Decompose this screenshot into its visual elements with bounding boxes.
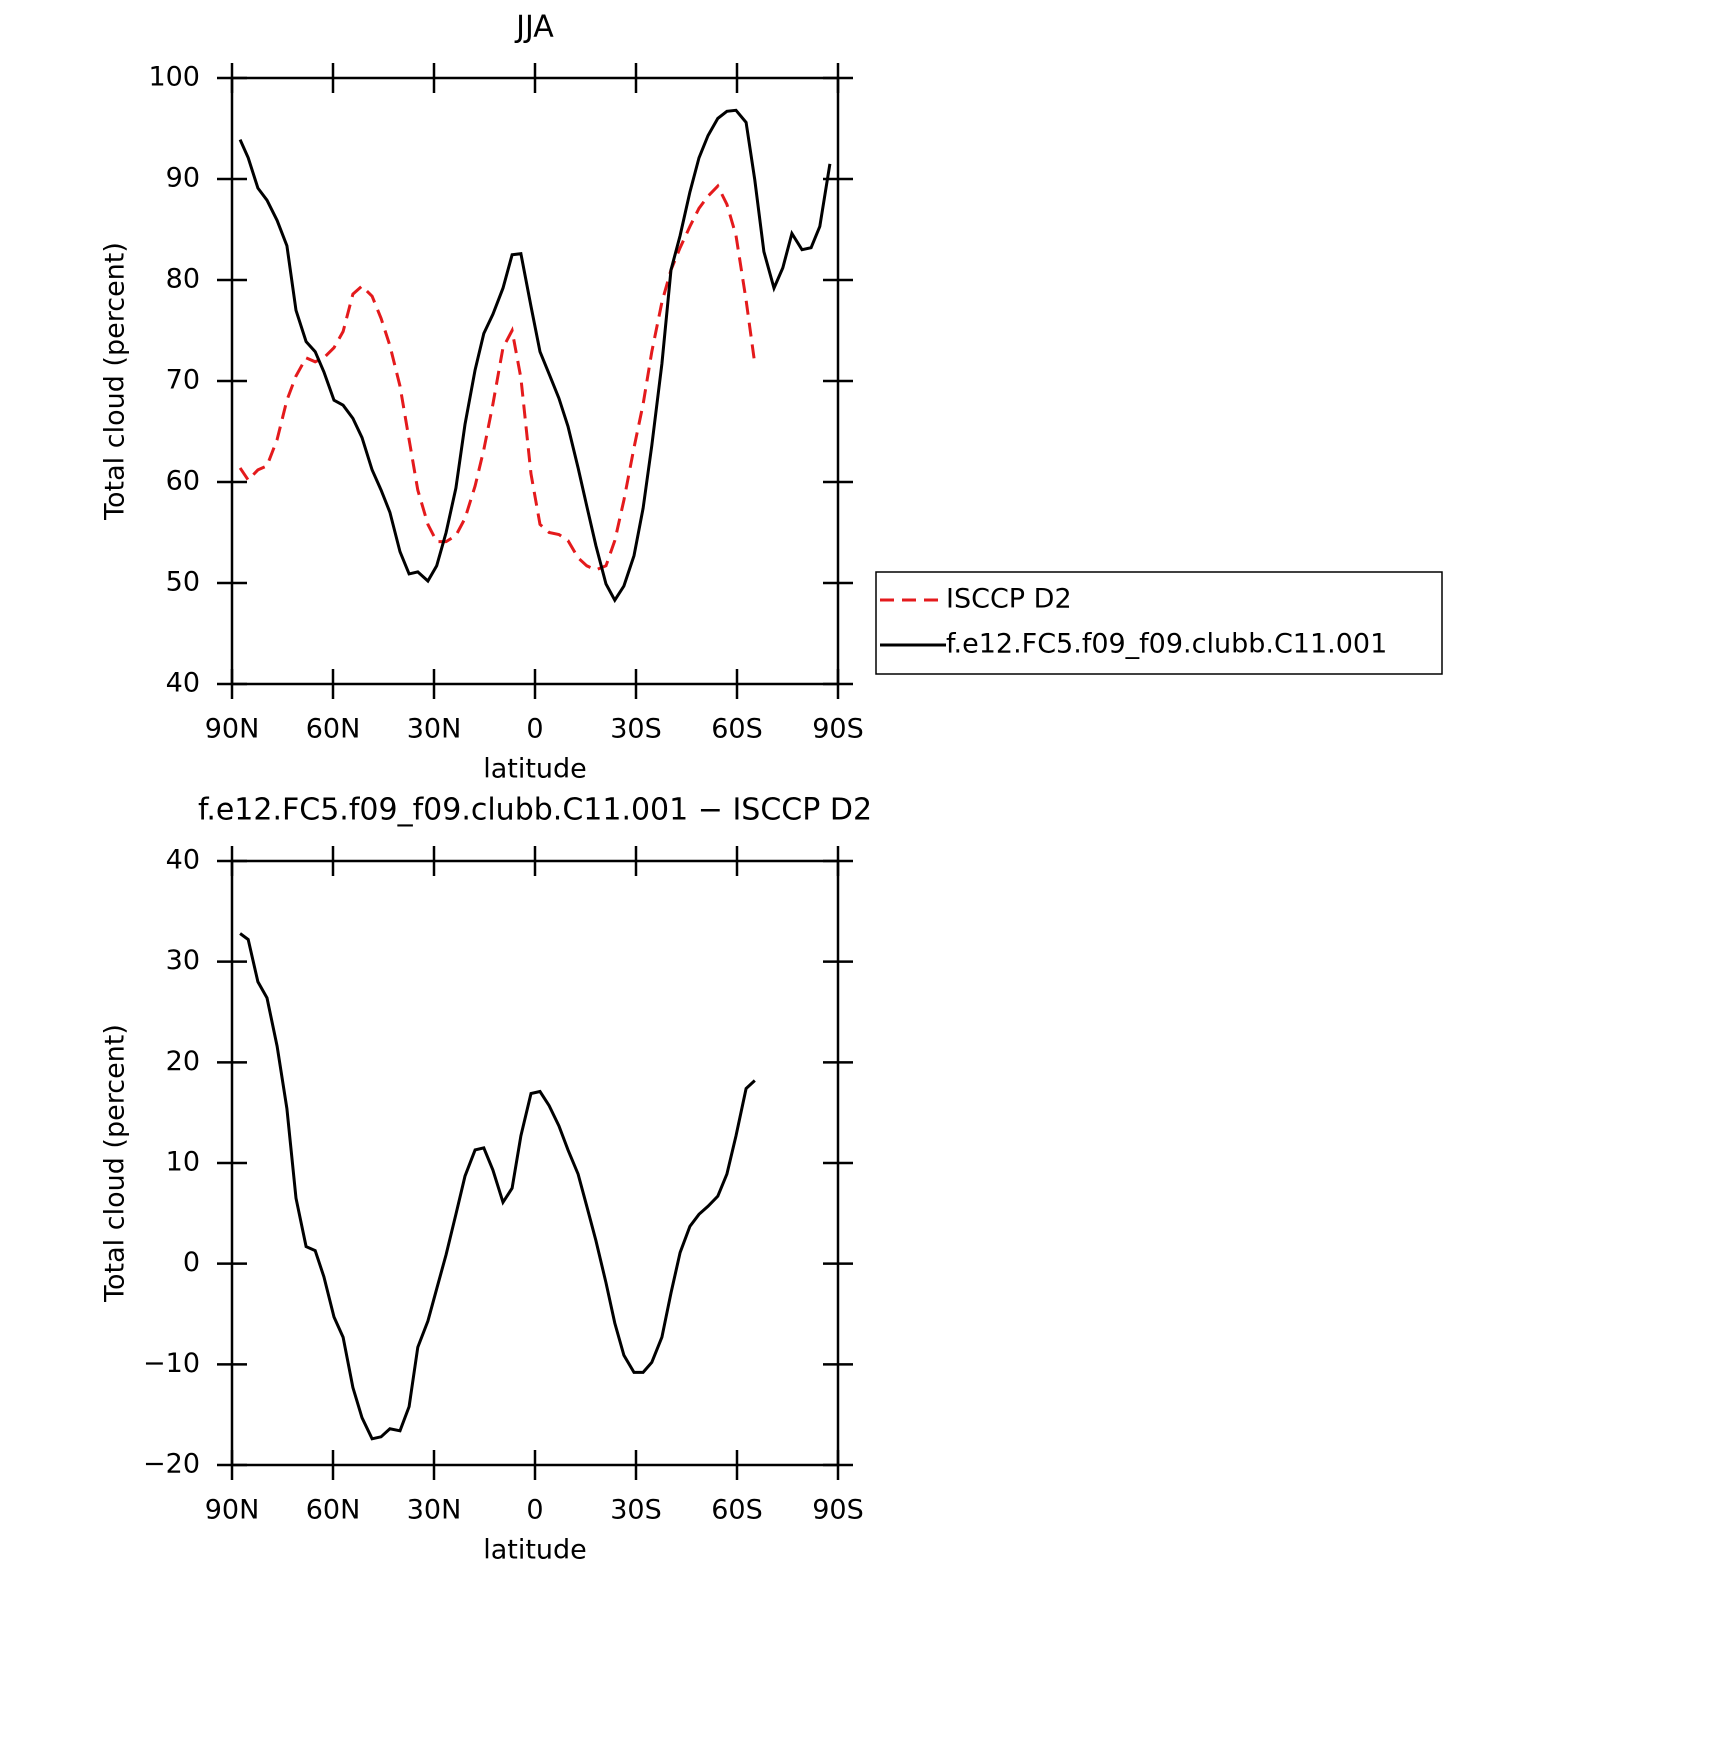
- y-tick-label: 70: [166, 365, 200, 396]
- y-tick-label: 80: [166, 264, 200, 295]
- chart-title: f.e12.FC5.f09_f09.clubb.C11.001 − ISCCP …: [198, 793, 872, 828]
- y-tick-label: 40: [166, 668, 200, 699]
- data-line: [239, 932, 756, 1441]
- legend-box: [875, 571, 1443, 675]
- x-axis-label: latitude: [483, 754, 587, 785]
- y-tick-label: 90: [166, 163, 200, 194]
- x-tick-label: 30N: [407, 1495, 462, 1526]
- x-tick-label: 60S: [711, 1495, 763, 1526]
- x-tick-label: 30N: [407, 714, 462, 745]
- x-axis-label: latitude: [483, 1535, 587, 1566]
- y-tick-label: −20: [143, 1449, 200, 1480]
- x-tick-label: 90N: [205, 1495, 260, 1526]
- y-tick-label: 20: [166, 1046, 200, 1077]
- x-tick-label: 60N: [306, 1495, 361, 1526]
- x-tick-label: 0: [526, 1495, 543, 1526]
- y-axis-label: Total cloud (percent): [100, 242, 131, 521]
- y-tick-label: 100: [148, 62, 200, 93]
- x-tick-label: 30S: [610, 714, 662, 745]
- data-line: [238, 108, 832, 604]
- y-tick-label: 30: [166, 945, 200, 976]
- y-tick-label: 40: [166, 845, 200, 876]
- plot-frame: [230, 859, 840, 1467]
- x-tick-label: 30S: [610, 1495, 662, 1526]
- y-tick-label: −10: [143, 1348, 200, 1379]
- x-tick-label: 0: [526, 714, 543, 745]
- x-tick-label: 90N: [205, 714, 260, 745]
- y-axis-label: Total cloud (percent): [100, 1024, 131, 1303]
- data-line: [238, 183, 757, 572]
- plot-frame: [230, 76, 840, 686]
- y-tick-label: 0: [183, 1247, 200, 1278]
- y-tick-label: 10: [166, 1147, 200, 1178]
- chart-title: JJA: [514, 10, 554, 45]
- y-tick-label: 50: [166, 567, 200, 598]
- x-tick-label: 60S: [711, 714, 763, 745]
- legend-label: f.e12.FC5.f09_f09.clubb.C11.001: [946, 629, 1387, 660]
- y-tick-label: 60: [166, 466, 200, 497]
- x-tick-label: 90S: [812, 1495, 864, 1526]
- x-tick-label: 90S: [812, 714, 864, 745]
- x-tick-label: 60N: [306, 714, 361, 745]
- legend-label: ISCCP D2: [946, 584, 1072, 615]
